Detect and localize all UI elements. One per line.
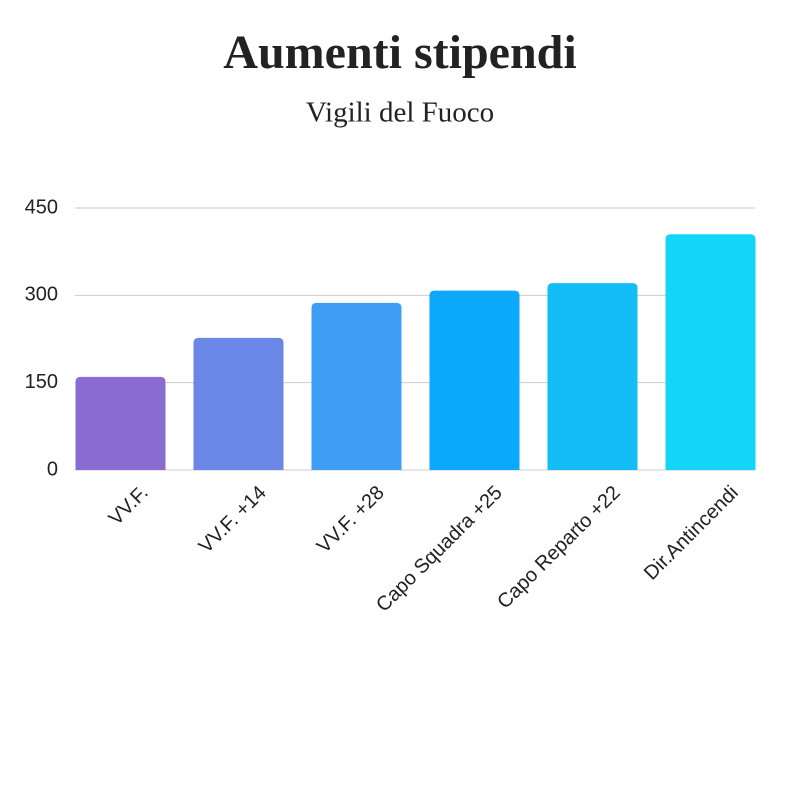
y-tick-label: 300 [25, 284, 58, 306]
x-tick-label: VV.F. +14 [195, 482, 271, 558]
bar [665, 234, 756, 470]
x-tick-label: VV.F. [105, 482, 153, 530]
bar [311, 302, 402, 470]
y-tick-label: 450 [25, 196, 58, 218]
chart-subtitle: Vigili del Fuoco [306, 97, 494, 129]
bar [75, 376, 166, 470]
x-tick-label: Capo Squadra +25 [372, 482, 507, 617]
x-tick-label: Dir.Antincendi [640, 482, 743, 585]
y-tick-label: 150 [25, 371, 58, 393]
bar [193, 337, 284, 470]
y-tick-label: 0 [47, 458, 58, 480]
bar [429, 290, 520, 470]
x-tick-label: VV.F. +28 [313, 482, 389, 558]
bar [547, 283, 638, 470]
x-tick-label: Capo Reparto +22 [493, 482, 625, 614]
chart-title: Aumenti stipendi [223, 26, 576, 79]
